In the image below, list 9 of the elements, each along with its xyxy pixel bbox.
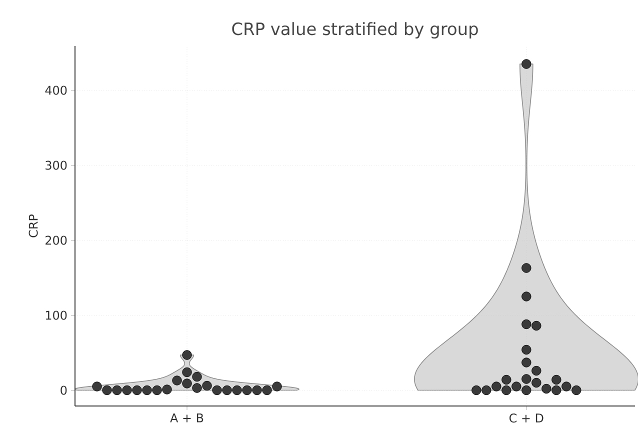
chart-title: CRP value stratified by group bbox=[232, 22, 478, 38]
y-tick-label: 300 bbox=[46, 160, 67, 170]
x-tick-label: A + B bbox=[170, 414, 204, 422]
x-tick-label: C + D bbox=[509, 414, 544, 423]
y-tick-label: 200 bbox=[46, 236, 67, 245]
y-tick-label: 100 bbox=[46, 310, 67, 320]
y-tick-label: 400 bbox=[45, 86, 67, 95]
y-axis-title: CRP bbox=[28, 214, 38, 238]
y-tick-label: 0 bbox=[60, 386, 67, 395]
